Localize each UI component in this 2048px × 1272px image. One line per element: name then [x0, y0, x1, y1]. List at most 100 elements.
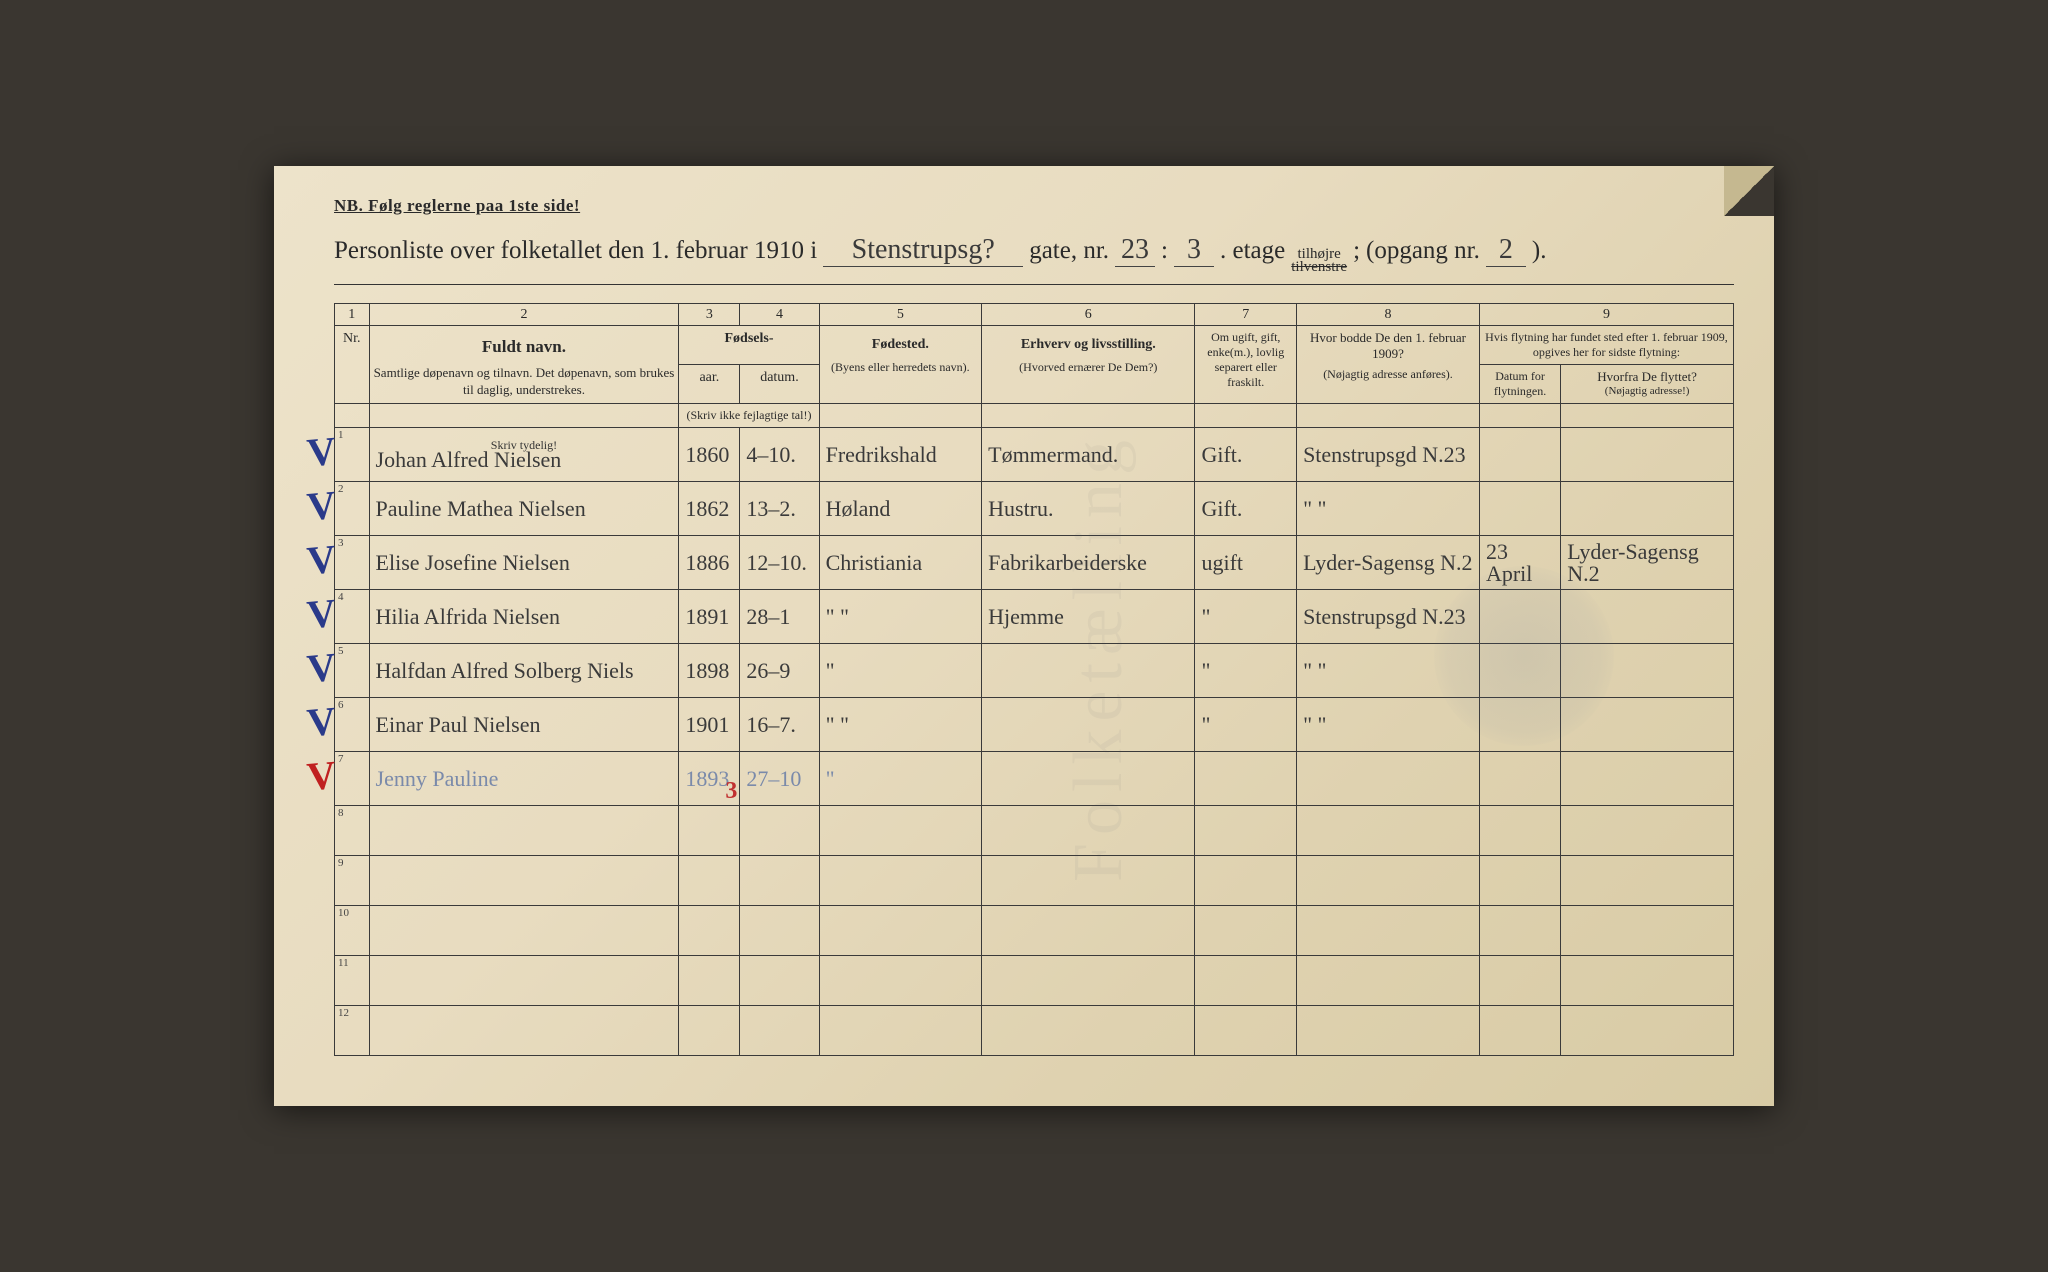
- cell-aar-text: 1862: [685, 496, 729, 521]
- empty-cell: [1479, 1006, 1560, 1056]
- cell-bodde: " ": [1297, 644, 1480, 698]
- hdr-datum-label: datum.: [760, 370, 799, 385]
- cell-aar-text: 1891: [685, 604, 729, 629]
- empty-cell: [1561, 906, 1734, 956]
- cell-datum: 16–7.: [740, 698, 819, 752]
- empty-cell: [819, 1006, 982, 1056]
- colnum-6: 6: [982, 303, 1195, 326]
- opgang-number: 2: [1486, 234, 1526, 267]
- gate-label: gate, nr.: [1029, 237, 1109, 265]
- cell-fodested-text: ": [826, 658, 835, 683]
- hdr-navn-title: Fuldt navn.: [482, 337, 566, 356]
- cell-navn: Skriv tydelig!Johan Alfred Nielsen: [369, 428, 679, 482]
- cell-datum: 13–2.: [740, 482, 819, 536]
- name-text: Hilia Alfrida Nielsen: [376, 604, 561, 629]
- empty-cell: [369, 806, 679, 856]
- cell-fly-hvorfra: [1561, 698, 1734, 752]
- cell-fodested: " ": [819, 590, 982, 644]
- etage-number: 3: [1174, 234, 1214, 267]
- row-number: 9: [335, 856, 370, 906]
- cell-status: ": [1195, 590, 1297, 644]
- cell-fly-datum: [1479, 428, 1560, 482]
- cell-bodde: " ": [1297, 482, 1480, 536]
- census-sheet: Folketælling NB. Følg reglerne paa 1ste …: [274, 166, 1774, 1106]
- row-number: 4V: [335, 590, 370, 644]
- empty-cell: [1195, 906, 1297, 956]
- empty-cell: [1561, 856, 1734, 906]
- hdr-aar-label: aar.: [699, 370, 719, 385]
- cell-fly-hvorfra: [1561, 482, 1734, 536]
- hdr-erhverv: Erhverv og livsstilling. (Hvorved ernære…: [982, 326, 1195, 404]
- cell-aar: 1898: [679, 644, 740, 698]
- table-row-empty: 9: [335, 856, 1734, 906]
- empty-cell: [679, 806, 740, 856]
- empty-cell: [1297, 856, 1480, 906]
- hdr-datum: datum.: [740, 365, 819, 404]
- cell-aar-text: 1898: [685, 658, 729, 683]
- cell-fly-datum: [1479, 482, 1560, 536]
- cell-navn: Halfdan Alfred Solberg Niels: [369, 644, 679, 698]
- cell-bodde-text: " ": [1303, 712, 1326, 737]
- table-row: 2VPauline Mathea Nielsen186213–2.HølandH…: [335, 482, 1734, 536]
- cell-datum-text: 26–9: [746, 658, 790, 683]
- empty-cell: [740, 806, 819, 856]
- cell-aar: 1862: [679, 482, 740, 536]
- cell-status-text: ": [1201, 604, 1210, 629]
- cell-bodde-text: Stenstrupsgd N.23: [1303, 604, 1466, 629]
- cell-fly-hvorfra: [1561, 428, 1734, 482]
- empty-cell: [982, 956, 1195, 1006]
- hdr-erhverv-title: Erhverv og livsstilling.: [1021, 337, 1156, 352]
- table-row-empty: 8: [335, 806, 1734, 856]
- cell-status: Gift.: [1195, 428, 1297, 482]
- row-number: 3V: [335, 536, 370, 590]
- empty-cell: [1479, 856, 1560, 906]
- cell-erhverv: Fabrikarbeiderske: [982, 536, 1195, 590]
- cell-erhverv-text: Tømmermand.: [988, 442, 1118, 467]
- cell-bodde-text: " ": [1303, 496, 1326, 521]
- nb-notice: NB. Følg reglerne paa 1ste side!: [334, 196, 1734, 216]
- hdr-nr: Nr.: [335, 326, 370, 404]
- empty-cell: [1297, 906, 1480, 956]
- title-prefix: Personliste over folketallet den 1. febr…: [334, 237, 817, 265]
- etage-label: . etage: [1220, 237, 1285, 265]
- cell-bodde: [1297, 752, 1480, 806]
- row-number: 7V: [335, 752, 370, 806]
- empty-cell: [982, 806, 1195, 856]
- empty-cell: [982, 856, 1195, 906]
- cell-fodested-text: Christiania: [826, 550, 923, 575]
- empty-cell: [819, 856, 982, 906]
- colon: :: [1161, 237, 1168, 265]
- empty-cell: [1561, 956, 1734, 1006]
- cell-status-text: Gift.: [1201, 496, 1242, 521]
- empty-cell: [982, 906, 1195, 956]
- opgang-label: (opgang nr.: [1366, 237, 1480, 265]
- table-row-empty: 10: [335, 906, 1734, 956]
- table-row: 6VEinar Paul Nielsen190116–7." """ ": [335, 698, 1734, 752]
- empty-cell: [679, 956, 740, 1006]
- table-row-empty: 11: [335, 956, 1734, 1006]
- cell-datum: 12–10.: [740, 536, 819, 590]
- name-text: Jenny Pauline: [376, 766, 499, 791]
- table-row-empty: 12: [335, 1006, 1734, 1056]
- checkmark-icon: V: [305, 431, 337, 473]
- cell-erhverv: Tømmermand.: [982, 428, 1195, 482]
- cell-datum-text: 28–1: [746, 604, 790, 629]
- cell-bodde: Stenstrupsgd N.23: [1297, 428, 1480, 482]
- blank: [1479, 404, 1560, 428]
- blank: [1561, 404, 1734, 428]
- cell-fly-datum: [1479, 644, 1560, 698]
- cell-fodested-text: Fredrikshald: [826, 442, 937, 467]
- cell-erhverv-text: Fabrikarbeiderske: [988, 550, 1147, 575]
- blank: [369, 404, 679, 428]
- cell-erhverv: [982, 752, 1195, 806]
- tilvenstre: tilvenstre: [1291, 261, 1347, 274]
- cell-erhverv-text: Hjemme: [988, 604, 1064, 629]
- cell-datum: 26–9: [740, 644, 819, 698]
- cell-datum: 27–10: [740, 752, 819, 806]
- hdr-bodde: Hvor bodde De den 1. februar 1909? (Nøja…: [1297, 326, 1480, 404]
- cell-aar: 1860: [679, 428, 740, 482]
- hdr-bodde-sub: (Nøjagtig adresse anføres).: [1301, 367, 1475, 382]
- cell-fly-datum-text: 23 April: [1486, 539, 1532, 586]
- hdr-fodsels: Fødsels-: [679, 326, 819, 365]
- cell-bodde: " ": [1297, 698, 1480, 752]
